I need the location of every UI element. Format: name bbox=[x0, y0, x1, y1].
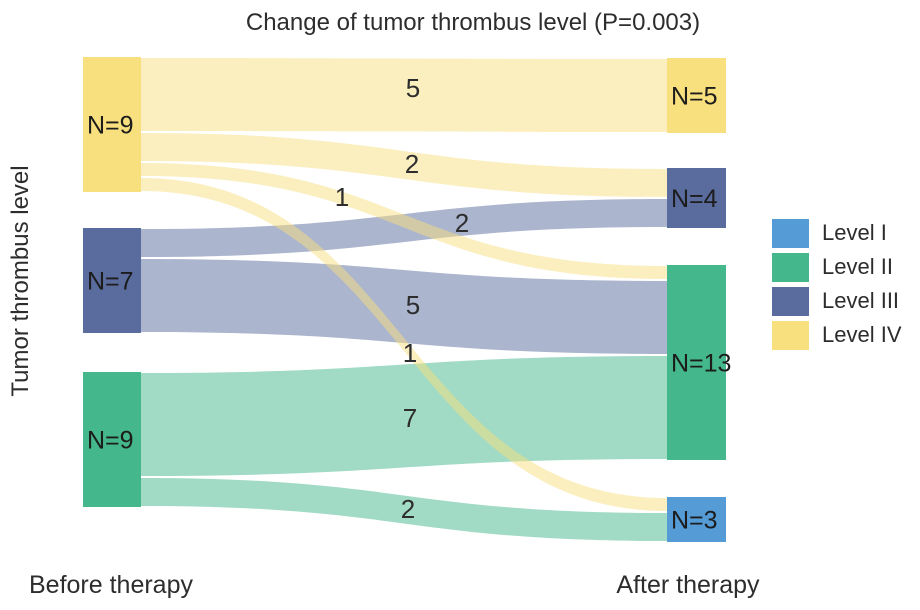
sankey-node-label-R4: N=5 bbox=[671, 83, 718, 111]
sankey-flow-label-L4-R2: 1 bbox=[335, 182, 349, 212]
sankey-flow-L3-R2 bbox=[141, 259, 667, 354]
sankey-flow-L4-R3 bbox=[141, 133, 667, 197]
legend-label: Level I bbox=[822, 220, 887, 245]
sankey-flow-label-L3-R3: 2 bbox=[455, 208, 469, 238]
sankey-flow-L4-R4 bbox=[141, 58, 667, 132]
x-label-before-therapy: Before therapy bbox=[29, 571, 193, 599]
legend-label: Level III bbox=[822, 288, 900, 313]
legend-swatch-level-i bbox=[772, 218, 809, 248]
sankey-flow-L4-R1 bbox=[141, 178, 667, 511]
sankey-flow-label-L2-R2: 7 bbox=[403, 403, 417, 433]
sankey-flow-label-L2-R1: 2 bbox=[401, 494, 415, 524]
sankey-node-before-level-ii bbox=[83, 372, 141, 507]
sankey-node-after-level-ii bbox=[667, 265, 726, 460]
sankey-node-label-R1: N=3 bbox=[671, 507, 718, 535]
sankey-flow-L3-R3 bbox=[141, 199, 667, 257]
sankey-node-label-L2: N=9 bbox=[87, 427, 134, 455]
sankey-node-before-level-iii bbox=[83, 228, 141, 333]
sankey-node-before-level-iv bbox=[83, 57, 141, 192]
sankey-node-label-R2: N=13 bbox=[671, 350, 731, 378]
sankey-node-label-L3: N=7 bbox=[87, 268, 134, 296]
sankey-flow-L4-R2 bbox=[141, 163, 667, 279]
legend-label: Level IV bbox=[822, 322, 902, 347]
legend-label: Level II bbox=[822, 254, 893, 279]
sankey-flow-label-L4-R3: 2 bbox=[405, 149, 419, 179]
sankey-node-label-R3: N=4 bbox=[671, 185, 718, 213]
sankey-flow-label-L4-R1: 1 bbox=[403, 338, 417, 368]
legend: Level I Level II Level III Level IV bbox=[772, 218, 902, 350]
sankey-flow-L2-R2 bbox=[141, 356, 667, 476]
legend-swatch-level-iv bbox=[772, 320, 809, 350]
sankey-flow-L2-R1 bbox=[141, 478, 667, 541]
legend-item-level-i: Level I bbox=[772, 218, 902, 248]
sankey-node-after-level-iii bbox=[667, 168, 726, 228]
legend-item-level-iv: Level IV bbox=[772, 320, 902, 350]
sankey-flow-label-L3-R2: 5 bbox=[406, 290, 420, 320]
legend-swatch-level-iii bbox=[772, 286, 809, 316]
legend-item-level-ii: Level II bbox=[772, 252, 902, 282]
sankey-flow-label-L4-R4: 5 bbox=[406, 73, 420, 103]
sankey-node-after-level-i bbox=[667, 497, 726, 542]
sankey-node-label-L4: N=9 bbox=[87, 112, 134, 140]
chart-title: Change of tumor thrombus level (P=0.003) bbox=[245, 9, 701, 36]
legend-swatch-level-ii bbox=[772, 252, 809, 282]
sankey-node-after-level-iv bbox=[667, 58, 726, 133]
x-label-after-therapy: After therapy bbox=[616, 571, 760, 599]
legend-item-level-iii: Level III bbox=[772, 286, 902, 316]
